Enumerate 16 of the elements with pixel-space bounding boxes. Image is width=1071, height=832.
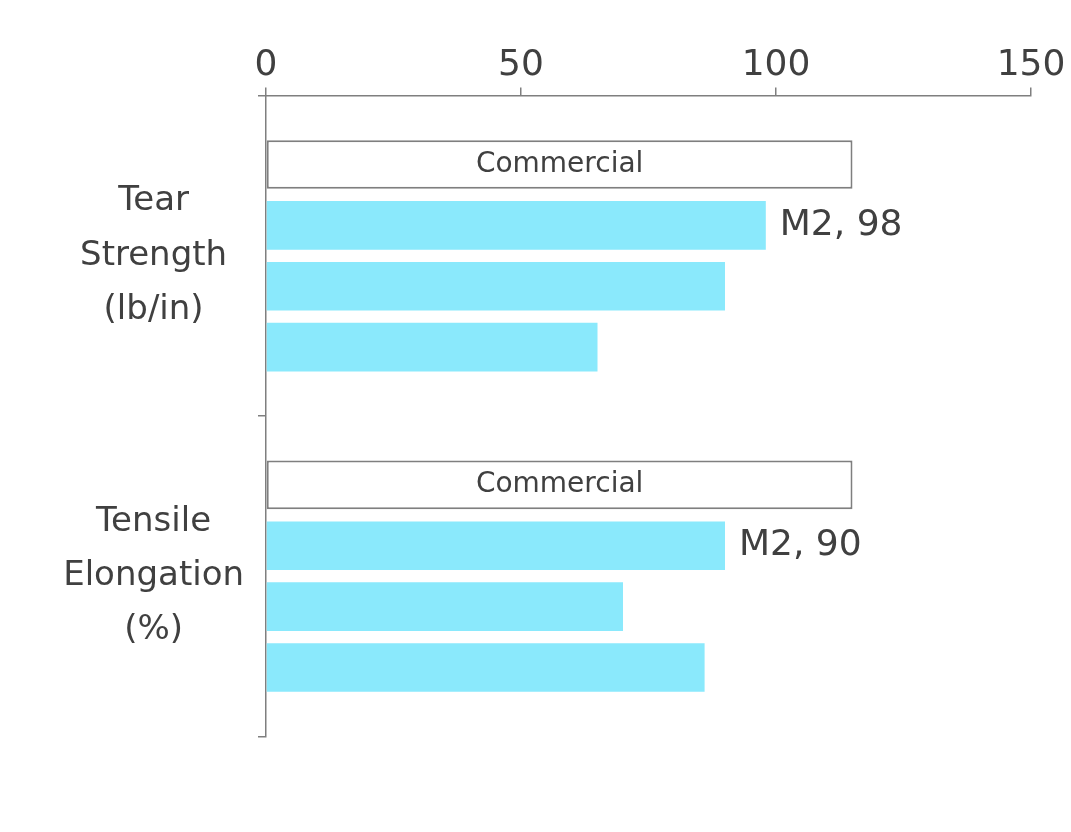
- series-label: Commercial: [475, 466, 644, 500]
- y-tick-label: Tensile Elongation (%): [63, 498, 244, 648]
- bar: [266, 322, 598, 372]
- data-label: M2, 90: [739, 522, 862, 564]
- x-tick-label: 150: [996, 42, 1066, 84]
- bar: [266, 643, 705, 692]
- bar: [266, 261, 725, 311]
- x-tick-label: 100: [741, 42, 811, 84]
- bar: [266, 201, 766, 250]
- text: Commercial: [475, 145, 644, 179]
- bar: [266, 521, 725, 571]
- bar: [266, 582, 623, 631]
- x-tick-label: 0: [254, 42, 278, 84]
- data-label: M2, 98: [779, 201, 903, 243]
- x-tick-label: 50: [498, 42, 544, 84]
- y-tick-label: Tear Strength (lb/in): [80, 178, 228, 328]
